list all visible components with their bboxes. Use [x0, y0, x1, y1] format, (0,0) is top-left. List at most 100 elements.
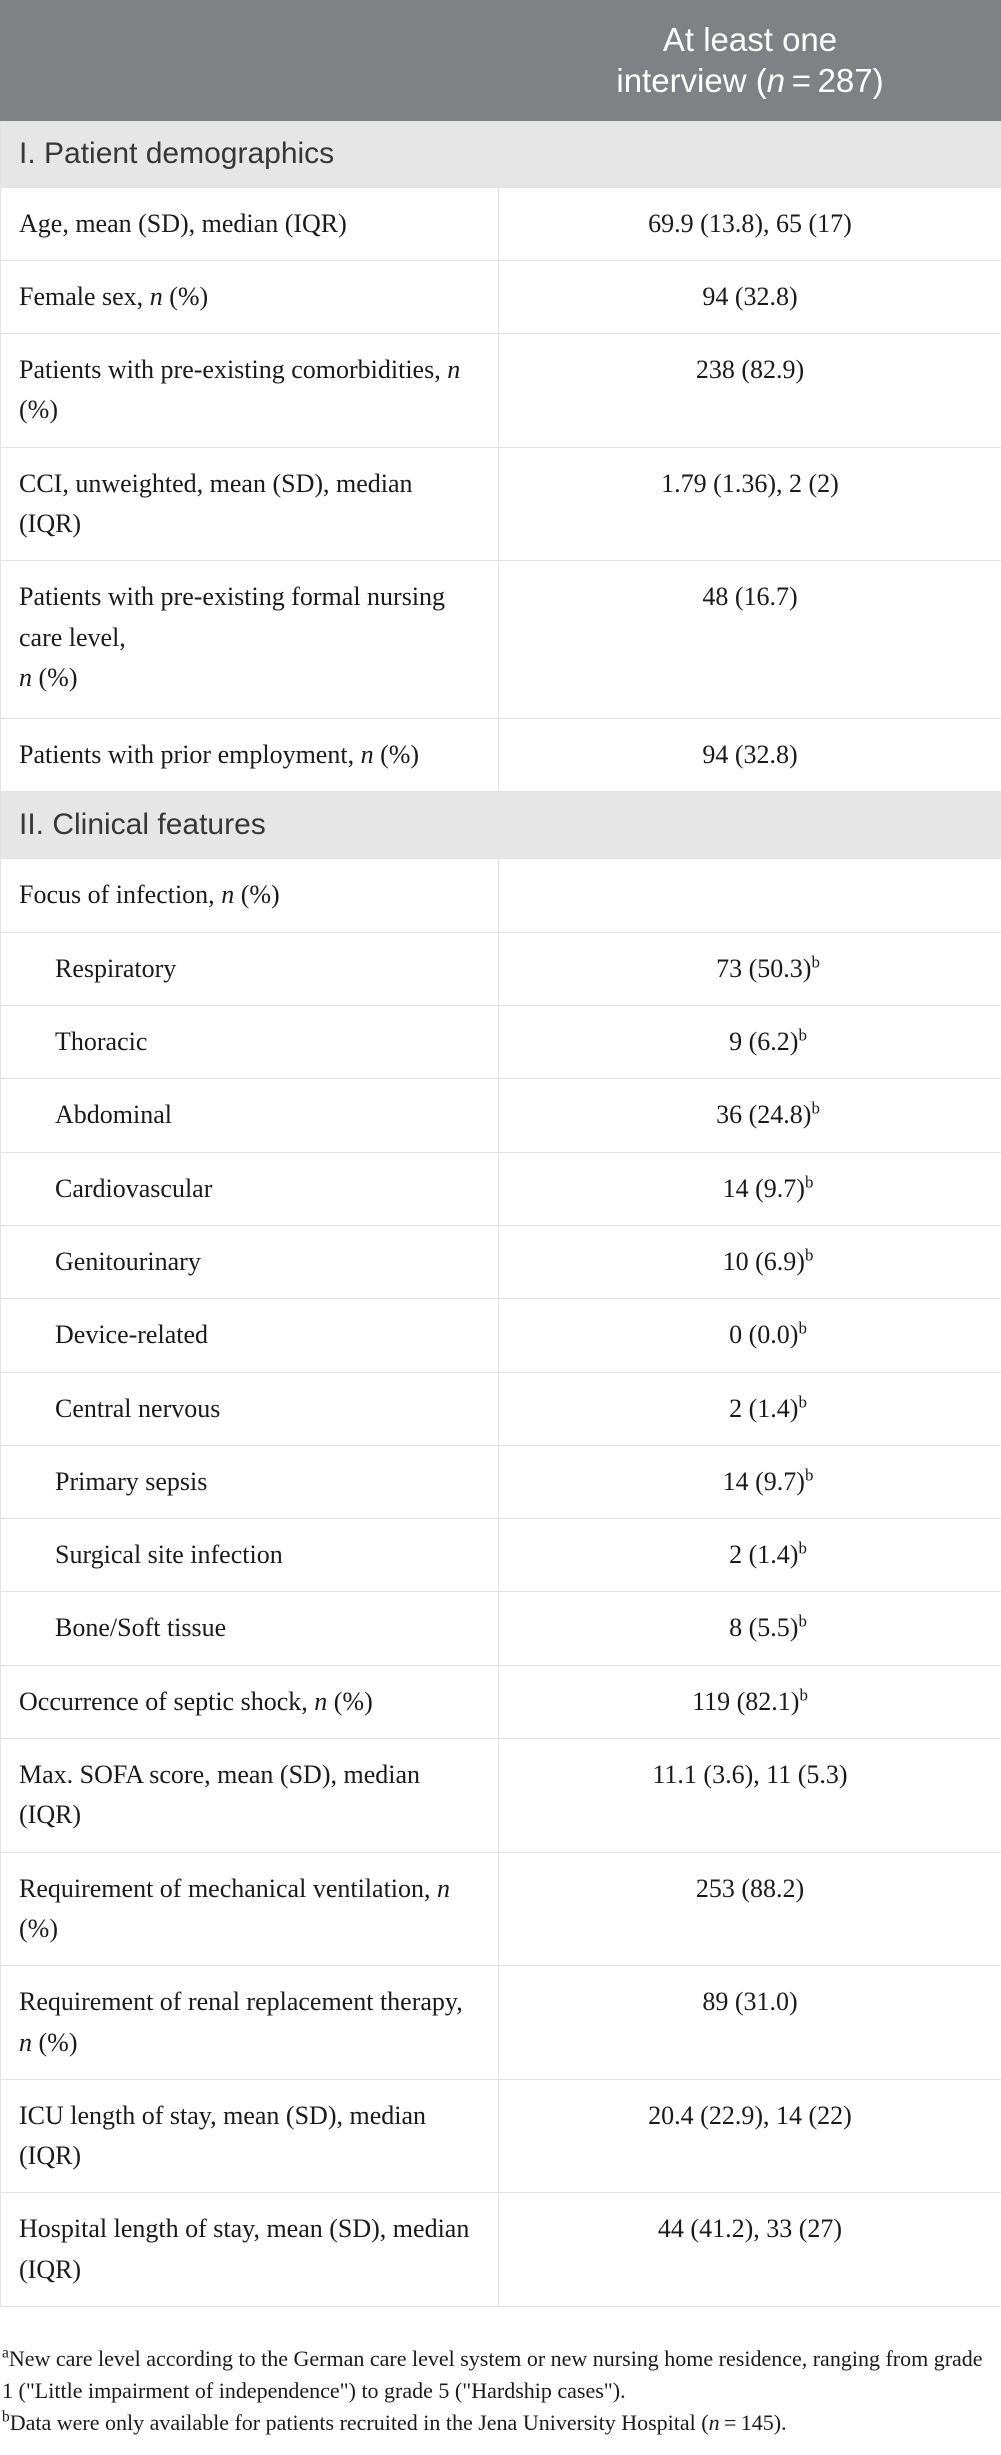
mv-label-post: (%) — [19, 1914, 58, 1943]
mv-label-n: n — [437, 1874, 450, 1903]
ssi-label: Surgical site infection — [1, 1519, 498, 1591]
mv-value: 253 (88.2) — [499, 1853, 1001, 1925]
footnote-a: aNew care level according to the German … — [2, 2343, 985, 2407]
shock-label-n: n — [314, 1687, 327, 1716]
row-bone: Bone/Soft tissue 8 (5.5)b — [1, 1592, 1001, 1665]
fn-b: b — [805, 1245, 813, 1264]
device-value: 0 (0.0) — [729, 1320, 798, 1349]
respiratory-label: Respiratory — [1, 933, 498, 1005]
header-right-line1: At least one — [663, 21, 837, 58]
row-thoracic: Thoracic 9 (6.2)b — [1, 1006, 1001, 1079]
footnote-a-marker: a — [2, 2345, 9, 2362]
fn-b: b — [798, 1612, 806, 1631]
age-value: 69.9 (13.8), 65 (17) — [499, 188, 1001, 260]
table-wrapper: At least one interview (n = 287) I. Pati… — [0, 0, 1001, 2455]
header-row: At least one interview (n = 287) — [1, 1, 1001, 121]
fn-b: b — [798, 1538, 806, 1557]
row-sofa: Max. SOFA score, mean (SD), median (IQR)… — [1, 1739, 1001, 1853]
fn-b: b — [811, 1099, 819, 1118]
row-respiratory: Respiratory 73 (50.3)b — [1, 932, 1001, 1005]
footnote-b-n: n — [709, 2410, 720, 2435]
section-2-row: II. Clinical features — [1, 792, 1001, 859]
shock-label-post: (%) — [327, 1687, 372, 1716]
header-right-suffix: ) — [873, 62, 884, 99]
header-right-eq: = — [785, 62, 817, 99]
row-genitourinary: Genitourinary 10 (6.9)b — [1, 1225, 1001, 1298]
respiratory-value: 73 (50.3) — [716, 954, 811, 983]
female-value: 94 (32.8) — [499, 261, 1001, 333]
cns-value: 2 (1.4) — [729, 1394, 798, 1423]
row-device: Device-related 0 (0.0)b — [1, 1299, 1001, 1372]
care-label-line1: Patients with pre-existing formal nursin… — [19, 582, 445, 651]
female-label-n: n — [150, 282, 163, 311]
footnotes: aNew care level according to the German … — [0, 2307, 1001, 2455]
row-ssi: Surgical site infection 2 (1.4)b — [1, 1519, 1001, 1592]
fn-b: b — [811, 952, 819, 971]
row-shock: Occurrence of septic shock, n (%) 119 (8… — [1, 1665, 1001, 1738]
rrt-label-post: (%) — [32, 2028, 77, 2057]
cci-label: CCI, unweighted, mean (SD), median (IQR) — [1, 448, 498, 561]
row-mechvent: Requirement of mechanical ventilation, n… — [1, 1852, 1001, 1966]
emp-value: 94 (32.8) — [499, 719, 1001, 791]
header-right-line2-prefix: interview ( — [616, 62, 766, 99]
care-value: 48 (16.7) — [499, 561, 1001, 637]
cns-label: Central nervous — [1, 1373, 498, 1445]
cardiovascular-label: Cardiovascular — [1, 1153, 498, 1225]
header-left — [1, 1, 499, 121]
focus-label-post: (%) — [234, 880, 279, 909]
thoracic-value: 9 (6.2) — [729, 1027, 798, 1056]
footnote-b-num: 145 — [741, 2410, 774, 2435]
row-age: Age, mean (SD), median (IQR) 69.9 (13.8)… — [1, 187, 1001, 260]
bone-label: Bone/Soft tissue — [1, 1592, 498, 1664]
row-employment: Patients with prior employment, n (%) 94… — [1, 719, 1001, 792]
footnote-b-post: ). — [774, 2410, 787, 2435]
section-1-cell: I. Patient demographics — [1, 120, 1001, 187]
care-label-line2-post: (%) — [32, 663, 77, 692]
female-label-pre: Female sex, — [19, 282, 150, 311]
care-label-line2-n: n — [19, 663, 32, 692]
abdominal-value: 36 (24.8) — [716, 1100, 811, 1129]
header-right-val: 287 — [818, 62, 873, 99]
thoracic-label: Thoracic — [1, 1006, 498, 1078]
icu-value: 20.4 (22.9), 14 (22) — [499, 2080, 1001, 2152]
genitourinary-value: 10 (6.9) — [723, 1247, 805, 1276]
comor-label-pre: Patients with pre-existing comorbidities… — [19, 355, 447, 384]
fn-b: b — [805, 1465, 813, 1484]
row-rrt: Requirement of renal replacement therapy… — [1, 1966, 1001, 2080]
genitourinary-label: Genitourinary — [1, 1226, 498, 1298]
cci-value: 1.79 (1.36), 2 (2) — [499, 448, 1001, 520]
emp-label-pre: Patients with prior employment, — [19, 740, 361, 769]
fn-b: b — [799, 1685, 807, 1704]
row-comorbidities: Patients with pre-existing comorbidities… — [1, 334, 1001, 448]
rrt-label-pre: Requirement of renal replacement therapy… — [19, 1987, 463, 2016]
icu-label: ICU length of stay, mean (SD), median (I… — [1, 2080, 498, 2193]
rrt-value: 89 (31.0) — [499, 1966, 1001, 2038]
section-2-cell: II. Clinical features — [1, 792, 1001, 859]
comor-value: 238 (82.9) — [499, 334, 1001, 406]
row-cci: CCI, unweighted, mean (SD), median (IQR)… — [1, 447, 1001, 561]
comor-label-post: (%) — [19, 395, 58, 424]
age-label: Age, mean (SD), median (IQR) — [1, 188, 498, 260]
sofa-label: Max. SOFA score, mean (SD), median (IQR) — [1, 1739, 498, 1852]
row-abdominal: Abdominal 36 (24.8)b — [1, 1079, 1001, 1152]
row-icu: ICU length of stay, mean (SD), median (I… — [1, 2079, 1001, 2193]
row-cardiovascular: Cardiovascular 14 (9.7)b — [1, 1152, 1001, 1225]
row-focus: Focus of infection, n (%) — [1, 859, 1001, 932]
row-sepsis: Primary sepsis 14 (9.7)b — [1, 1445, 1001, 1518]
sepsis-value: 14 (9.7) — [723, 1467, 805, 1496]
footnote-b-marker: b — [2, 2408, 10, 2425]
row-care-level: Patients with pre-existing formal nursin… — [1, 561, 1001, 719]
section-1-row: I. Patient demographics — [1, 120, 1001, 187]
mv-label-pre: Requirement of mechanical ventilation, — [19, 1874, 437, 1903]
shock-value: 119 (82.1) — [692, 1687, 799, 1716]
female-label-post: (%) — [163, 282, 208, 311]
ssi-value: 2 (1.4) — [729, 1540, 798, 1569]
fn-b: b — [805, 1172, 813, 1191]
row-hospital: Hospital length of stay, mean (SD), medi… — [1, 2193, 1001, 2307]
footnote-b-pre: Data were only available for patients re… — [10, 2410, 709, 2435]
fn-b: b — [798, 1392, 806, 1411]
abdominal-label: Abdominal — [1, 1079, 498, 1151]
hosp-label: Hospital length of stay, mean (SD), medi… — [1, 2193, 498, 2306]
focus-label-n: n — [221, 880, 234, 909]
header-right-n: n — [767, 62, 785, 99]
